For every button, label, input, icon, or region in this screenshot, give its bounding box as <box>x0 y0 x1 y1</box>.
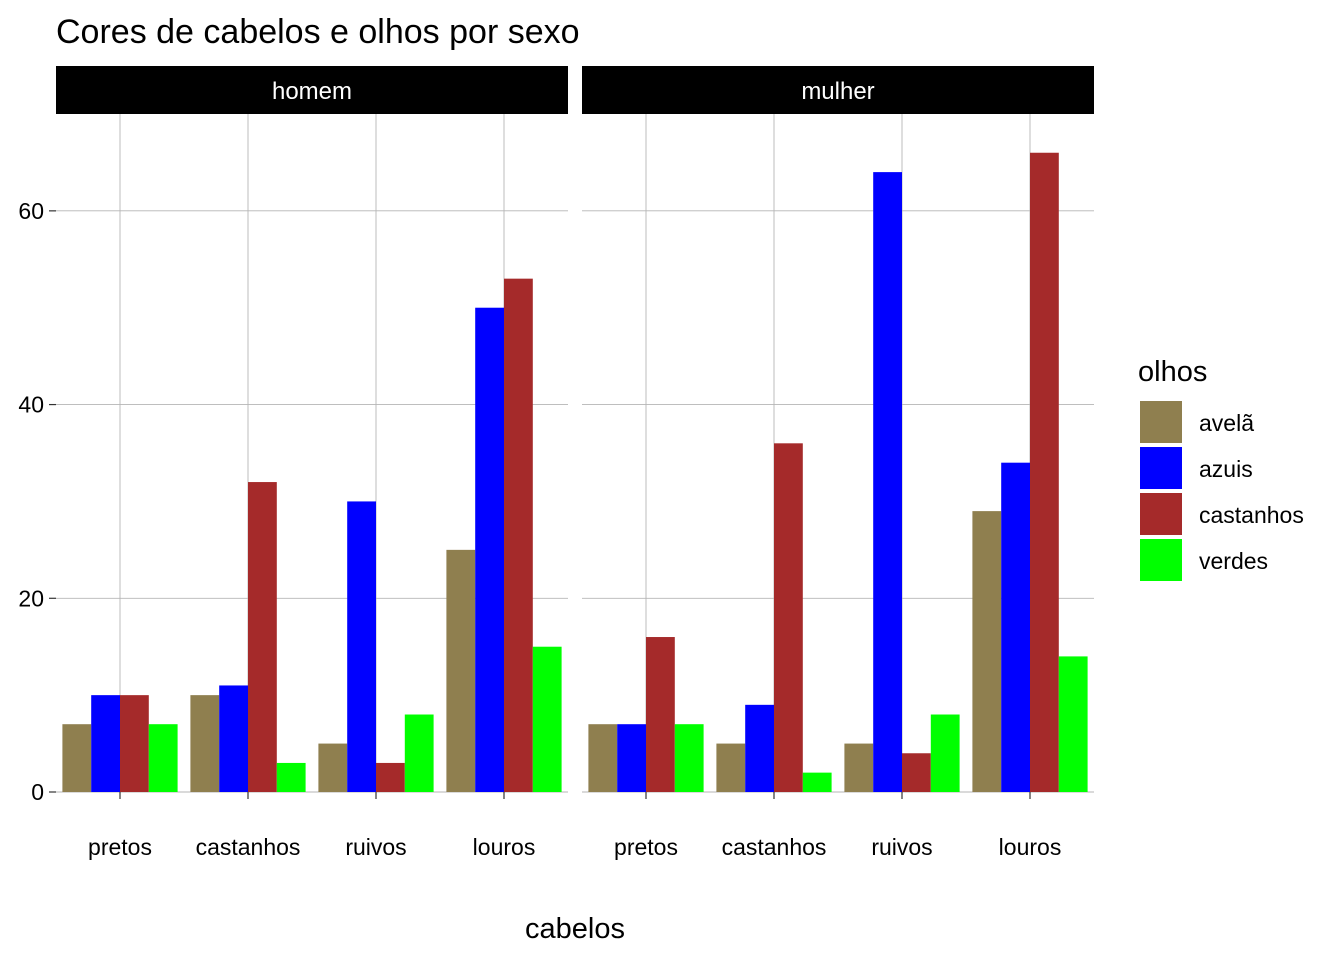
facet-strip <box>56 66 568 114</box>
x-tick-label: ruivos <box>345 834 406 860</box>
bar-homem-louros-verdes <box>532 646 562 792</box>
bar-homem-castanhos-avelã <box>190 695 220 792</box>
bar-homem-louros-castanhos <box>504 278 533 793</box>
y-tick-label: 0 <box>31 779 44 805</box>
bar-homem-ruivos-avelã <box>318 743 348 792</box>
facet-panel-homem: homem pretos castanhos ruivos louros <box>56 66 568 860</box>
bar-mulher-castanhos-avelã <box>716 743 746 792</box>
bar-homem-castanhos-verdes <box>276 762 306 792</box>
x-tick-label: pretos <box>614 834 678 860</box>
bar-mulher-ruivos-verdes <box>930 714 960 792</box>
x-tick-label: castanhos <box>196 834 301 860</box>
bar-homem-pretos-avelã <box>62 724 92 792</box>
bar-homem-pretos-castanhos <box>120 695 149 792</box>
bar-mulher-pretos-verdes <box>674 724 704 792</box>
bar-mulher-louros-azuis <box>1001 462 1030 792</box>
x-tick-label: pretos <box>88 834 152 860</box>
legend-key-verdes <box>1140 539 1182 581</box>
bar-mulher-castanhos-castanhos <box>774 443 803 792</box>
y-tick-label: 40 <box>18 392 44 418</box>
bar-mulher-louros-verdes <box>1058 656 1088 792</box>
y-axis: 0 20 40 60 <box>18 198 56 805</box>
x-tick-label: castanhos <box>722 834 827 860</box>
facet-panel-mulher: mulher pretos castanhos ruivos louros <box>582 66 1094 860</box>
legend-key-castanhos <box>1140 493 1182 535</box>
legend-label: avelã <box>1199 410 1254 436</box>
legend-key-avelã <box>1140 401 1182 443</box>
bar-mulher-castanhos-verdes <box>802 772 832 792</box>
facet-panels: homem pretos castanhos ruivos louros mulher pr… <box>56 66 1094 860</box>
bar-mulher-ruivos-azuis <box>873 172 902 793</box>
bar-homem-pretos-azuis <box>91 695 120 792</box>
y-tick-label: 60 <box>18 198 44 224</box>
facet-strip-label: mulher <box>801 78 874 105</box>
bar-mulher-castanhos-azuis <box>745 704 774 792</box>
legend-label: azuis <box>1199 456 1253 482</box>
bar-homem-ruivos-castanhos <box>376 762 405 792</box>
bar-mulher-pretos-avelã <box>588 724 618 792</box>
legend-title: olhos <box>1138 356 1207 388</box>
bar-mulher-ruivos-castanhos <box>902 753 931 792</box>
bar-homem-castanhos-azuis <box>219 685 248 792</box>
legend: olhos avelã azuis castanhos verdes <box>1138 356 1304 581</box>
bar-mulher-louros-avelã <box>972 511 1002 792</box>
bar-homem-castanhos-castanhos <box>248 482 277 792</box>
y-tick-label: 20 <box>18 585 44 611</box>
legend-key-azuis <box>1140 447 1182 489</box>
facet-strip <box>582 66 1094 114</box>
bar-homem-pretos-verdes <box>148 724 178 792</box>
bar-homem-ruivos-azuis <box>347 501 376 792</box>
x-axis-title: cabelos <box>525 913 625 945</box>
bar-mulher-pretos-castanhos <box>646 637 675 792</box>
bar-mulher-louros-castanhos <box>1030 152 1059 792</box>
legend-label: castanhos <box>1199 502 1304 528</box>
chart-title: Cores de cabelos e olhos por sexo <box>56 13 580 51</box>
facet-strip-label: homem <box>272 78 352 105</box>
x-tick-label: louros <box>473 834 536 860</box>
x-tick-label: ruivos <box>871 834 932 860</box>
bar-homem-ruivos-verdes <box>404 714 434 792</box>
bar-mulher-ruivos-avelã <box>844 743 874 792</box>
bar-homem-louros-azuis <box>475 307 504 792</box>
legend-label: verdes <box>1199 548 1268 574</box>
bar-mulher-pretos-azuis <box>617 724 646 792</box>
bar-homem-louros-avelã <box>446 549 476 792</box>
x-tick-label: louros <box>999 834 1062 860</box>
